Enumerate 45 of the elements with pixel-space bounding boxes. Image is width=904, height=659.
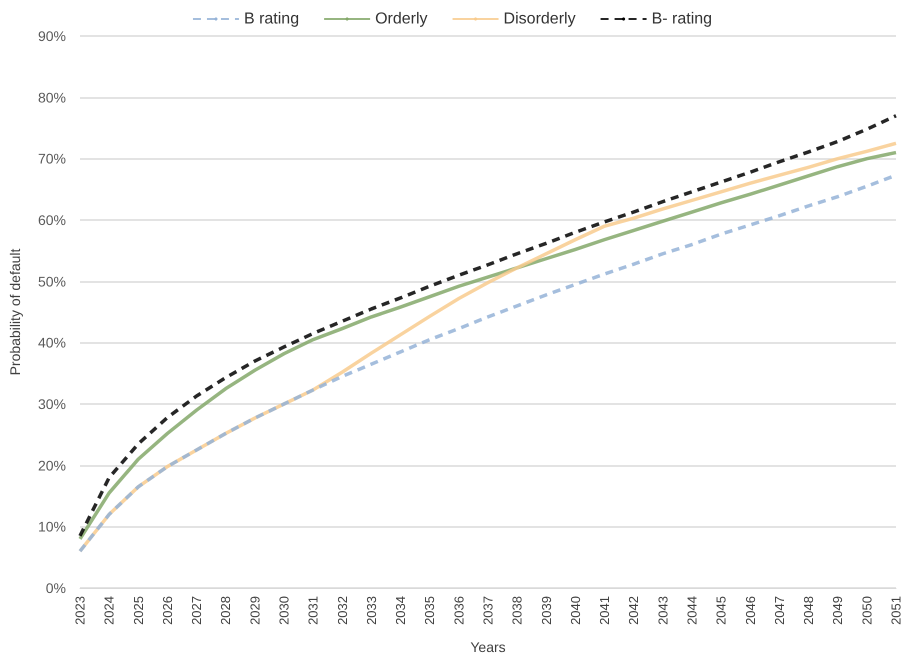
y-tick-label: 70% <box>38 150 66 167</box>
x-tick-label: 2042 <box>626 596 642 625</box>
x-tick-label: 2033 <box>364 596 379 625</box>
y-tick-label: 50% <box>38 273 66 290</box>
x-tick-label: 2026 <box>160 596 175 625</box>
x-axis-title: Years <box>470 639 506 655</box>
y-axis-title: Probability of default <box>7 248 23 376</box>
x-tick-label: 2035 <box>422 596 438 625</box>
y-tick-label: 30% <box>38 396 66 412</box>
x-tick-label: 2030 <box>276 596 292 625</box>
x-tick-label: 2023 <box>72 596 88 625</box>
legend-label: Orderly <box>375 10 428 28</box>
y-tick-label: 90% <box>38 28 66 44</box>
x-tick-label: 2031 <box>306 596 321 625</box>
y-tick-label: 0% <box>46 580 66 596</box>
x-tick-label: 2036 <box>451 596 466 625</box>
x-tick-label: 2034 <box>393 596 408 625</box>
x-tick-label: 2041 <box>597 596 612 625</box>
y-tick-label: 10% <box>38 518 66 535</box>
x-tick-label: 2043 <box>655 596 670 625</box>
x-tick-label: 2047 <box>772 596 787 625</box>
legend-label: B- rating <box>652 10 712 28</box>
x-tick-label: 2048 <box>801 596 816 625</box>
x-tick-label: 2025 <box>130 596 146 625</box>
x-tick-label: 2038 <box>510 596 525 625</box>
x-tick-label: 2049 <box>830 596 846 625</box>
legend-label: Disorderly <box>504 10 576 28</box>
x-tick-label: 2028 <box>218 596 234 625</box>
y-tick-label: 60% <box>38 212 66 228</box>
x-tick-label: 2032 <box>334 596 350 625</box>
x-tick-label: 2039 <box>538 596 554 625</box>
x-tick-label: 2044 <box>684 596 700 625</box>
x-tick-label: 2029 <box>247 596 262 625</box>
x-tick-label: 2046 <box>742 596 758 625</box>
y-tick-label: 80% <box>38 89 66 106</box>
y-tick-label: 20% <box>38 457 66 474</box>
x-tick-label: 2037 <box>480 596 496 625</box>
y-tick-label: 40% <box>38 334 66 351</box>
legend-label: B rating <box>244 10 300 28</box>
x-tick-label: 2051 <box>888 596 904 625</box>
x-tick-label: 2045 <box>714 596 729 625</box>
x-tick-label: 2040 <box>568 596 583 625</box>
x-tick-label: 2027 <box>189 596 204 625</box>
x-tick-label: 2050 <box>859 596 874 625</box>
x-tick-label: 2024 <box>102 596 117 625</box>
